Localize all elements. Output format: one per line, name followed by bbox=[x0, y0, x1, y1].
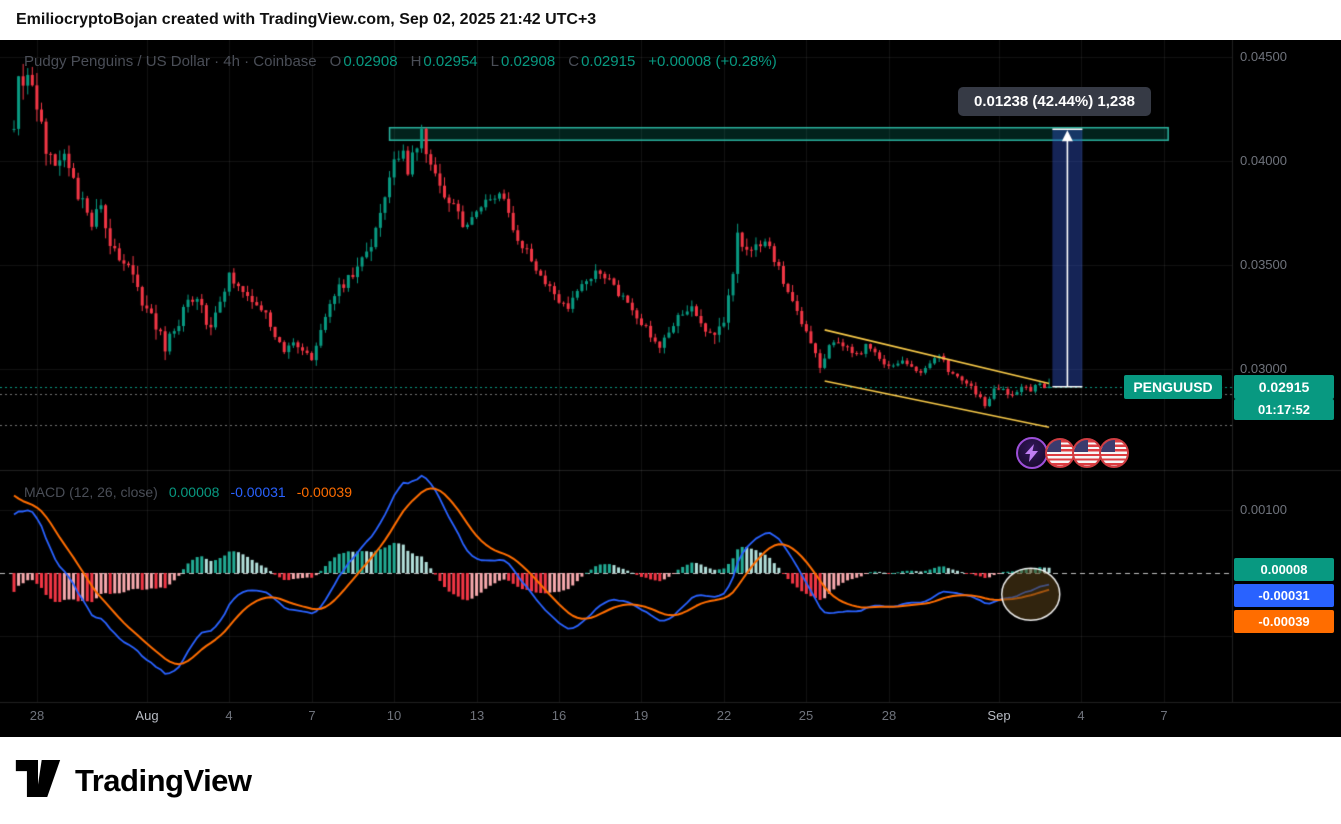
symbol-price-label[interactable]: PENGUUSD bbox=[1124, 375, 1222, 399]
price-macd-canvas[interactable] bbox=[0, 40, 1341, 737]
measurement-tooltip: 0.01238 (42.44%) 1,238 bbox=[958, 87, 1151, 116]
time-axis-label: 28 bbox=[29, 708, 45, 723]
time-axis-label: 28 bbox=[881, 708, 897, 723]
price-axis-label: 0.03500 bbox=[1240, 257, 1287, 272]
time-axis-label: 7 bbox=[308, 708, 316, 723]
ohlc-low-label: L bbox=[490, 53, 499, 70]
price-axis-label: 0.03000 bbox=[1240, 361, 1287, 376]
bar-countdown-label: 01:17:52 bbox=[1234, 399, 1334, 420]
macd-line-value: -0.00031 bbox=[230, 484, 286, 500]
emoji-badges[interactable] bbox=[1016, 437, 1129, 469]
macd-legend[interactable]: MACD (12, 26, close) 0.00008 -0.00031 -0… bbox=[24, 484, 352, 500]
tradingview-logo-icon[interactable] bbox=[14, 758, 62, 804]
time-axis-label: 16 bbox=[551, 708, 567, 723]
lightning-badge-icon[interactable] bbox=[1016, 437, 1048, 469]
ohlc-low-value: 0.02908 bbox=[500, 53, 556, 70]
ohlc-high-label: H bbox=[410, 53, 422, 70]
time-axis-label: Sep bbox=[987, 708, 1011, 723]
time-axis-label: 4 bbox=[1077, 708, 1085, 723]
macd-signal-axis-chip: -0.00039 bbox=[1234, 610, 1334, 633]
attribution-text: EmiliocryptoBojan created with TradingVi… bbox=[16, 11, 597, 28]
tradingview-brand-text[interactable]: TradingView bbox=[75, 762, 252, 798]
time-axis-label: 7 bbox=[1160, 708, 1168, 723]
attribution-bar: EmiliocryptoBojan created with TradingVi… bbox=[0, 0, 1341, 40]
price-axis-label: 0.04500 bbox=[1240, 49, 1287, 64]
ohlc-close-value: 0.02915 bbox=[581, 53, 636, 70]
macd-signal-value: -0.00039 bbox=[296, 484, 352, 500]
chart-area[interactable]: Pudgy Penguins / US Dollar · 4h · Coinba… bbox=[0, 40, 1341, 737]
time-axis-label: 25 bbox=[798, 708, 814, 723]
us-flag-icon[interactable] bbox=[1072, 438, 1102, 468]
time-axis-label: 22 bbox=[716, 708, 732, 723]
time-axis-label: 13 bbox=[469, 708, 485, 723]
ohlc-close-label: C bbox=[568, 53, 580, 70]
footer-bar: TradingView bbox=[0, 737, 1341, 824]
tradingview-mark bbox=[15, 759, 61, 797]
ohlc-low: L 0.02908 bbox=[491, 53, 556, 70]
macd-hist-value: 0.00008 bbox=[168, 484, 220, 500]
ohlc-change: +0.00008 (+0.28%) bbox=[648, 53, 777, 70]
us-flag-icon[interactable] bbox=[1099, 438, 1129, 468]
ohlc-high-value: 0.02954 bbox=[423, 53, 478, 70]
last-price-label[interactable]: 0.02915 bbox=[1234, 375, 1334, 399]
ohlc-open-label: O bbox=[329, 53, 342, 70]
time-axis-label: Aug bbox=[135, 708, 159, 723]
macd-axis-label: 0.00100 bbox=[1240, 502, 1287, 517]
time-axis-label: 4 bbox=[225, 708, 233, 723]
ohlc-high: H 0.02954 bbox=[411, 53, 478, 70]
lightning-glyph bbox=[1025, 444, 1038, 462]
us-flag-icon[interactable] bbox=[1045, 438, 1075, 468]
ohlc-open-value: 0.02908 bbox=[343, 53, 398, 70]
symbol-title[interactable]: Pudgy Penguins / US Dollar · 4h · Coinba… bbox=[24, 53, 317, 70]
macd-line-axis-chip: -0.00031 bbox=[1234, 584, 1334, 607]
macd-hist-axis-chip: 0.00008 bbox=[1234, 558, 1334, 581]
time-axis-label: 10 bbox=[386, 708, 402, 723]
time-axis-label: 19 bbox=[633, 708, 649, 723]
price-axis-label: 0.04000 bbox=[1240, 153, 1287, 168]
symbol-legend[interactable]: Pudgy Penguins / US Dollar · 4h · Coinba… bbox=[24, 53, 777, 70]
macd-title[interactable]: MACD (12, 26, close) bbox=[24, 484, 158, 500]
ohlc-close: C 0.02915 bbox=[568, 53, 635, 70]
ohlc-open: O 0.02908 bbox=[330, 53, 398, 70]
